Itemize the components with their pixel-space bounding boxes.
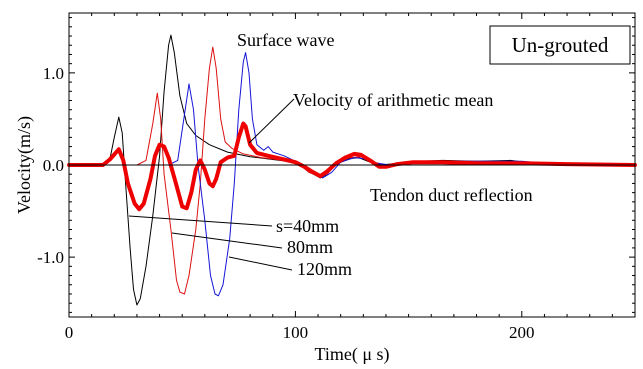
- y-tick-label: 0.0: [43, 156, 64, 175]
- annotation-s40-leader: [128, 215, 273, 227]
- y-axis-title: Velocity(m/s): [14, 116, 35, 214]
- series-line-mean: [67, 121, 637, 212]
- annotation-s40: s=40mm: [276, 216, 339, 236]
- annotation-s80: 80mm: [287, 237, 333, 257]
- x-tick-label: 200: [509, 323, 535, 342]
- y-tick-label: -1.0: [37, 248, 64, 267]
- y-tick-label: 1.0: [43, 64, 64, 83]
- x-tick-label: 0: [65, 323, 74, 342]
- annotation-s80-leader: [171, 232, 283, 249]
- series-layer: [67, 34, 637, 306]
- condition-box: [489, 25, 631, 65]
- annotation-surface-wave: Surface wave: [237, 30, 334, 50]
- annotation-s120: 120mm: [297, 259, 352, 279]
- tick-layer: 0 100 200 -1.0 0.0 1.0: [37, 13, 636, 342]
- condition-label: Un-grouted: [512, 33, 609, 57]
- annotation-s120-leader: [228, 256, 293, 271]
- annotation-tendon-duct: Tendon duct reflection: [370, 185, 533, 205]
- annotation-arithmetic-mean-leader: [248, 98, 295, 144]
- annotation-arithmetic-mean: Velocity of arithmetic mean: [293, 90, 493, 110]
- series-line-s120: [68, 52, 636, 297]
- x-tick-label: 100: [283, 323, 309, 342]
- x-axis-title: Time( μ s): [315, 344, 390, 365]
